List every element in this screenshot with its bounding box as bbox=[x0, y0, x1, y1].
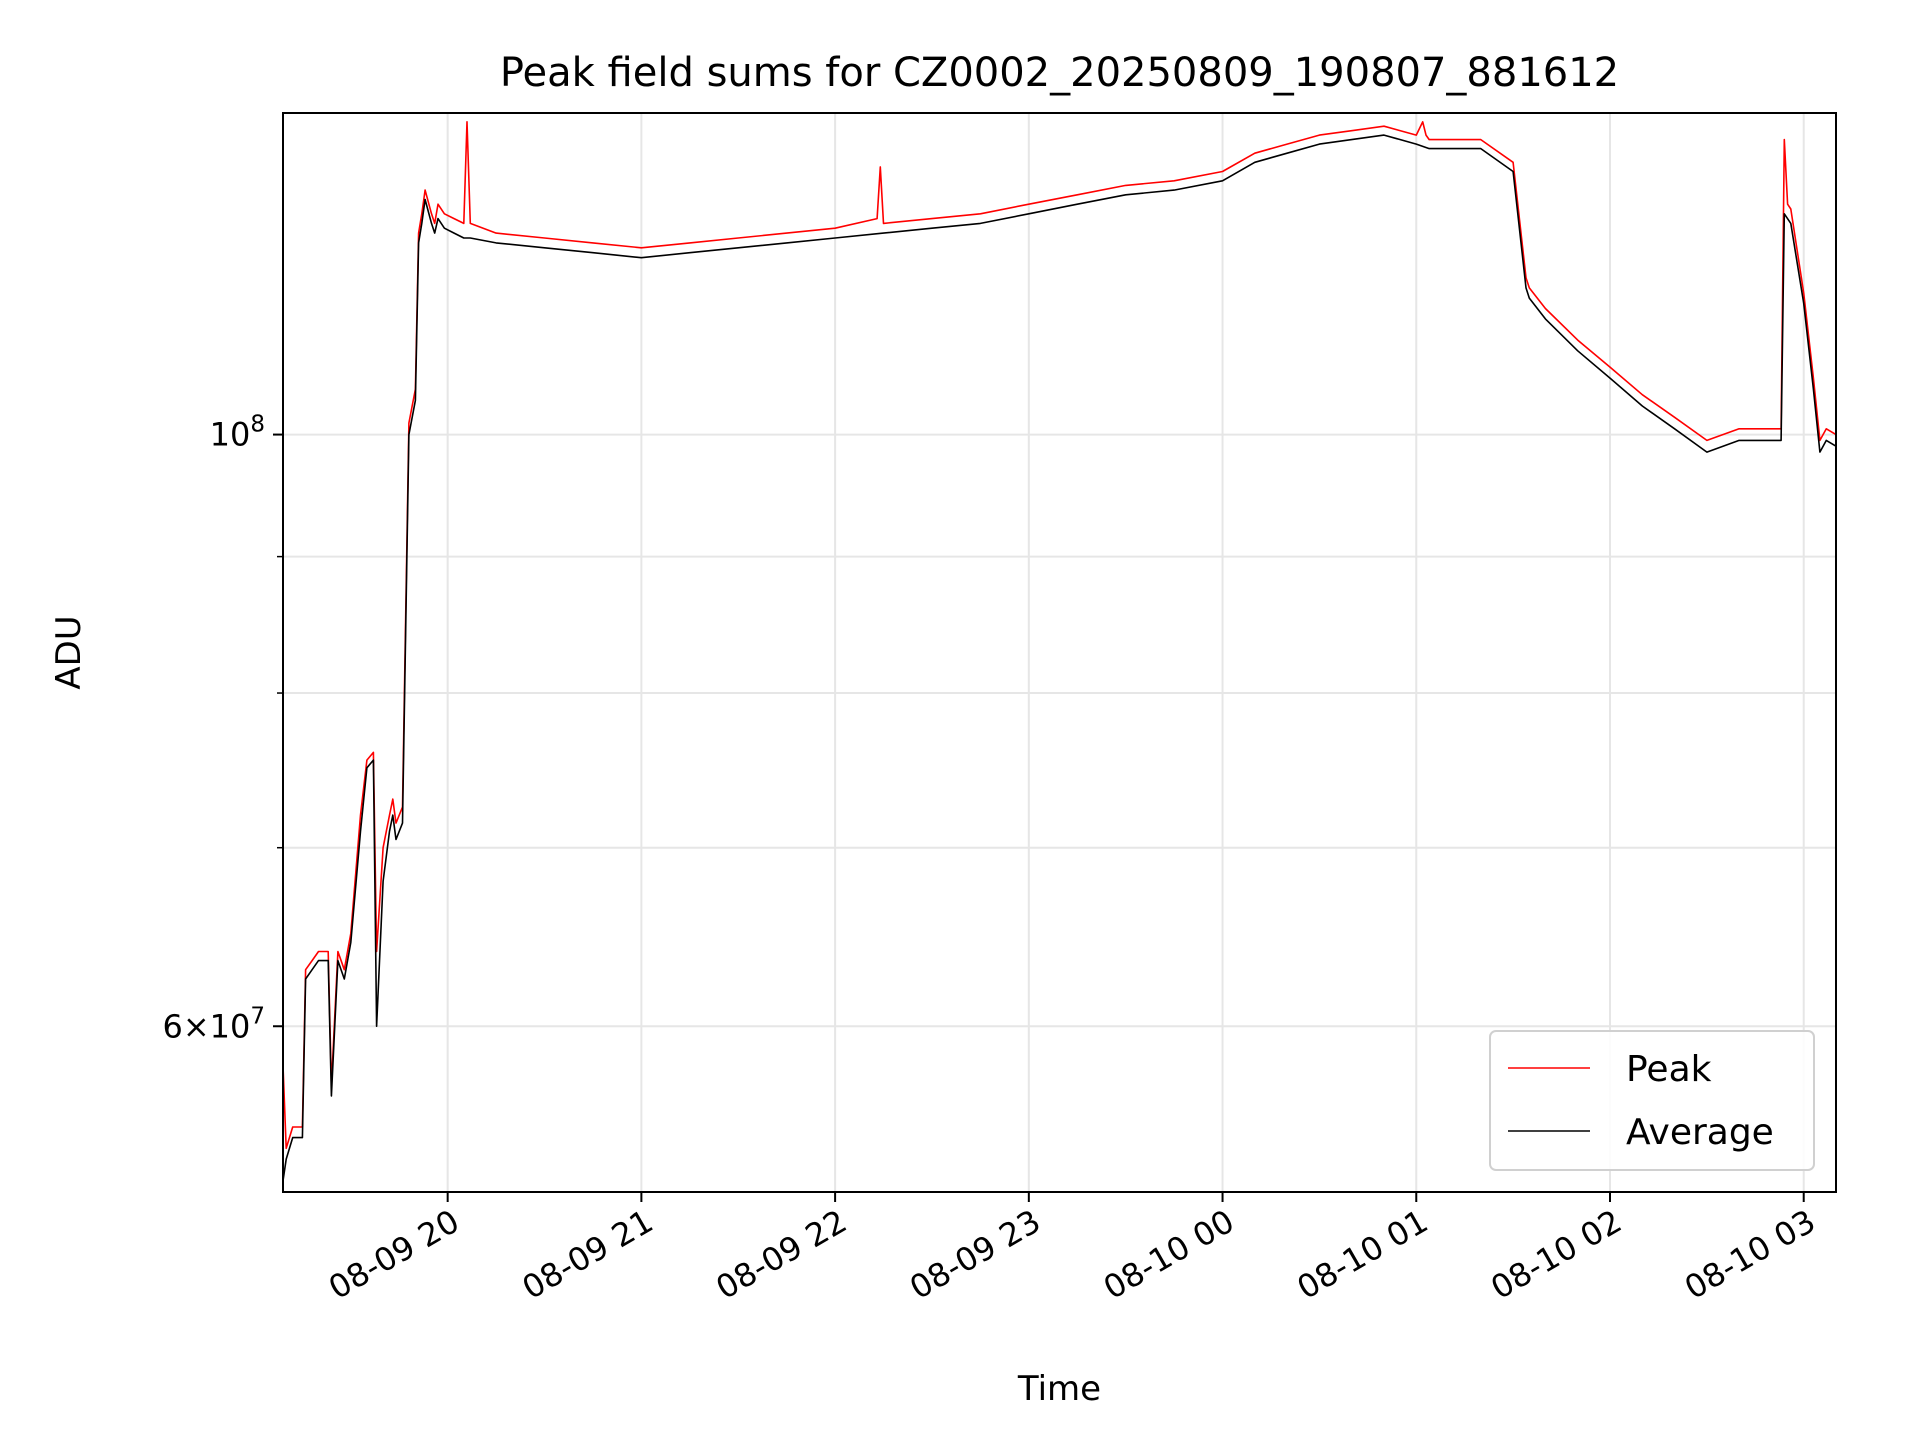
legend-label: Peak bbox=[1626, 1049, 1712, 1090]
series-line-peak bbox=[283, 121, 1836, 1150]
x-axis-label: Time bbox=[1017, 1369, 1101, 1409]
chart-title: Peak field sums for CZ0002_20250809_1908… bbox=[500, 50, 1619, 96]
legend: Peak Average bbox=[1489, 1030, 1815, 1171]
y-tick-base: 10 bbox=[210, 416, 251, 454]
y-tick-exponent: 7 bbox=[250, 1003, 265, 1029]
plot-frame bbox=[282, 112, 1837, 1193]
y-tick-base: 10 bbox=[210, 1007, 251, 1045]
y-tick-label: 6×107 bbox=[162, 1003, 265, 1045]
y-tick-label: 108 bbox=[210, 412, 265, 454]
series-line-average bbox=[283, 134, 1836, 1182]
legend-label: Average bbox=[1626, 1112, 1774, 1153]
y-tick-exponent: 8 bbox=[250, 412, 265, 438]
series-layer bbox=[283, 121, 1836, 1182]
legend-box bbox=[1489, 1030, 1815, 1171]
y-tick-mantissa: 6 bbox=[162, 1007, 182, 1045]
y-axis-label: ADU bbox=[49, 615, 89, 689]
